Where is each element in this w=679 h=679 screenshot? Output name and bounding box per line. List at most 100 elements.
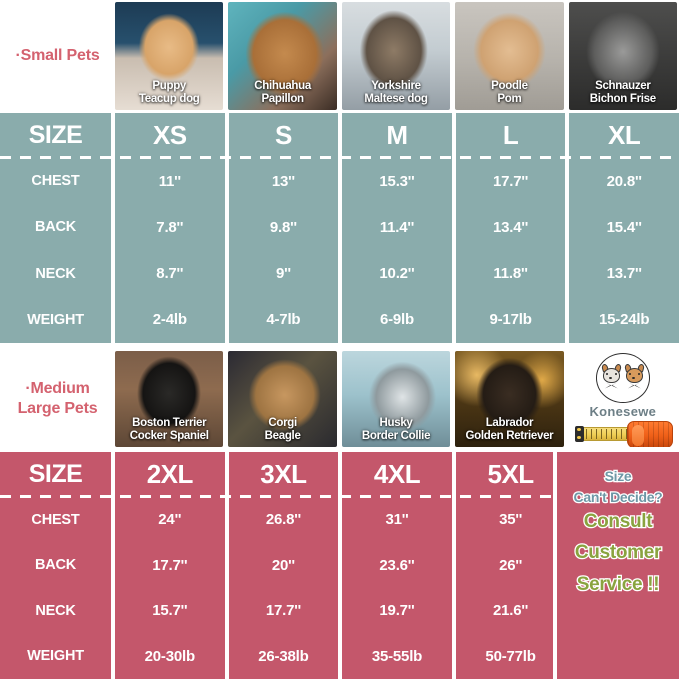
table-row-chest: CHEST 11'' 13'' 15.3'' 17.7'' 20.8'' — [0, 158, 679, 205]
photo-caption-poodle: Poodle Pom — [455, 80, 563, 106]
photo-caption-boston-terrier: Boston Terrier Cocker Spaniel — [115, 417, 223, 443]
cell-weight-3xl: 26-38lb — [228, 633, 339, 679]
cell-neck-m: 10.2'' — [342, 250, 452, 297]
promo-cant-decide: Can't Decide? — [572, 489, 664, 507]
large-pets-photos: Boston Terrier Cocker Spaniel Corgi Beag… — [115, 349, 679, 449]
caption-line2: Maltese dog — [364, 93, 428, 106]
cell-back-3xl: 20'' — [228, 542, 339, 588]
header-cell-m: M — [342, 113, 452, 158]
tape-ticks — [580, 428, 633, 439]
cell-back-l: 13.4'' — [455, 204, 566, 251]
eye-icon — [605, 373, 609, 376]
large-pets-label-line2: Large Pets — [17, 400, 98, 417]
small-pets-label-line1: ·Small Pets — [15, 47, 100, 64]
row-label-back: BACK — [0, 204, 111, 251]
caption-line2: Papillon — [261, 93, 304, 106]
cell-back-xs: 7.8'' — [115, 204, 225, 251]
caption-line1: Boston Terrier — [132, 417, 207, 430]
brand-logo-cell: Konesewe — [568, 351, 678, 447]
row-label-chest: CHEST — [0, 497, 111, 543]
promo-consult: Consult — [582, 510, 654, 532]
caption-line1: Corgi — [268, 417, 297, 430]
photo-caption-schnauzer: Schnauzer Bichon Frise — [569, 80, 677, 106]
snout-icon — [631, 377, 635, 380]
cell-weight-4xl: 35-55lb — [342, 633, 452, 679]
small-pets-photos: Puppy Teacup dog Chihuahua Papillon York… — [115, 0, 679, 112]
cell-back-xl: 15.4'' — [569, 204, 679, 251]
row-label-back: BACK — [0, 542, 111, 588]
consult-service-promo[interactable]: Size Can't Decide? Consult Customer Serv… — [557, 452, 679, 679]
caption-line1: Yorkshire — [371, 80, 421, 93]
tape-clip — [574, 425, 584, 442]
caption-line1: Poodle — [491, 80, 528, 93]
cell-weight-xs: 2-4lb — [115, 296, 225, 343]
cell-weight-2xl: 20-30lb — [115, 633, 225, 679]
cell-weight-s: 4-7lb — [228, 296, 339, 343]
header-cell-xs: XS — [115, 113, 225, 158]
cell-chest-xs: 11'' — [115, 158, 225, 205]
caption-line1: Labrador — [485, 417, 534, 430]
photo-caption-yorkshire: Yorkshire Maltese dog — [342, 80, 450, 106]
cell-neck-5xl: 21.6'' — [455, 588, 566, 634]
caption-line1: Schnauzer — [595, 80, 651, 93]
tape-roll — [626, 420, 673, 447]
photo-yorkshire: Yorkshire Maltese dog — [341, 2, 451, 110]
header-cell-5xl: 5XL — [455, 452, 566, 497]
caption-line2: Border Collie — [361, 430, 431, 443]
photo-schnauzer: Schnauzer Bichon Frise — [568, 2, 678, 110]
photo-corgi: Corgi Beagle — [228, 351, 337, 447]
cell-back-5xl: 26'' — [455, 542, 566, 588]
photo-husky: Husky Border Collie — [341, 351, 451, 447]
dog-face-left-icon — [600, 363, 622, 389]
table-row-back: BACK 7.8'' 9.8'' 11.4'' 13.4'' 15.4'' — [0, 204, 679, 251]
promo-column-divider — [553, 452, 557, 679]
cell-chest-m: 15.3'' — [342, 158, 452, 205]
cell-chest-xl: 20.8'' — [569, 158, 679, 205]
cell-chest-s: 13'' — [228, 158, 339, 205]
cell-chest-l: 17.7'' — [455, 158, 566, 205]
photo-caption-puppy: Puppy Teacup dog — [115, 80, 223, 106]
promo-customer: Customer — [574, 542, 663, 564]
cell-neck-3xl: 17.7'' — [228, 588, 339, 634]
photo-caption-chihuahua: Chihuahua Papillon — [228, 80, 336, 106]
small-pets-photo-strip: ·Small Pets Puppy Teacup dog Chihuahua P… — [0, 0, 679, 112]
photo-caption-labrador: Labrador Golden Retriever — [455, 417, 563, 443]
cell-chest-5xl: 35'' — [455, 497, 566, 543]
caption-line2: Golden Retriever — [465, 430, 554, 443]
snout-icon — [608, 377, 612, 380]
caption-line2: Bichon Frise — [589, 93, 656, 106]
photo-caption-husky: Husky Border Collie — [342, 417, 450, 443]
cell-neck-2xl: 15.7'' — [115, 588, 225, 634]
caption-line1: Chihuahua — [254, 80, 311, 93]
row-label-weight: WEIGHT — [0, 633, 111, 679]
cell-weight-l: 9-17lb — [455, 296, 566, 343]
bowtie-icon — [604, 382, 618, 389]
dog-face-right-icon — [623, 363, 645, 389]
table-row-neck: NECK 8.7'' 9'' 10.2'' 11.8'' 13.7'' — [0, 250, 679, 297]
bowtie-icon — [627, 382, 641, 389]
header-cell-4xl: 4XL — [342, 452, 452, 497]
eye-icon — [614, 373, 617, 376]
header-cell-s: S — [228, 113, 339, 158]
row-label-chest: CHEST — [0, 158, 111, 205]
caption-line2: Cocker Spaniel — [129, 430, 209, 443]
large-pets-photo-strip: ·Medium Large Pets Boston Terrier Cocker… — [0, 349, 679, 449]
head-icon — [602, 368, 620, 383]
caption-line1: Husky — [379, 417, 413, 430]
header-cell-l: L — [455, 113, 566, 158]
cell-chest-4xl: 31'' — [342, 497, 452, 543]
promo-size: Size — [603, 467, 633, 485]
header-cell-xl: XL — [569, 113, 679, 158]
cell-neck-xl: 13.7'' — [569, 250, 679, 297]
small-pets-size-table: SIZE XS S M L XL CHEST 11'' 13'' 15.3'' … — [0, 113, 679, 343]
photo-puppy: Puppy Teacup dog — [115, 2, 224, 110]
row-label-neck: NECK — [0, 250, 111, 297]
cell-back-2xl: 17.7'' — [115, 542, 225, 588]
photo-poodle: Poodle Pom — [455, 2, 564, 110]
cell-neck-s: 9'' — [228, 250, 339, 297]
eye-icon — [628, 373, 632, 376]
header-cell-size: SIZE — [0, 113, 111, 158]
row-label-weight: WEIGHT — [0, 296, 111, 343]
cell-chest-3xl: 26.8'' — [228, 497, 339, 543]
